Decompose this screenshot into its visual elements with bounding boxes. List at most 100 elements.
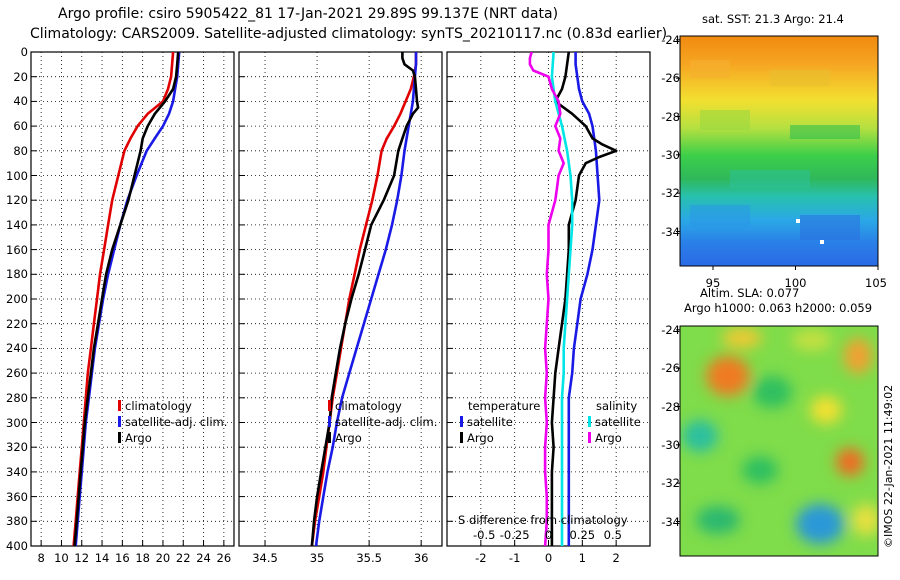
sst-lon-tick-label: 105 [865, 276, 887, 290]
x-tick-label: 14 [94, 551, 110, 565]
sst-lon-tick-label: 95 [705, 276, 721, 290]
x-top-tick-label: -0.5 [472, 528, 496, 542]
legend-label: Argo [467, 431, 494, 445]
depth-tick-label: 100 [6, 168, 28, 183]
legend-argo: Argo [118, 431, 152, 445]
series-line-argo [310, 52, 420, 546]
legend-climatology: climatology [328, 399, 402, 413]
depth-tick-label: 40 [13, 94, 28, 109]
sst-map [680, 36, 878, 266]
legend-label: satellite [467, 415, 513, 429]
depth-tick-label: 260 [6, 366, 28, 381]
legend-label: Argo [335, 431, 362, 445]
x-top-tick-label: 0 [544, 528, 553, 542]
depth-tick-label: 360 [6, 489, 28, 504]
series-line-salinity-argo [528, 52, 566, 546]
depth-tick-label: 0 [20, 45, 28, 59]
header-title-line2: Climatology: CARS2009. Satellite-adjuste… [30, 26, 668, 42]
sst-lon-tick-label: 100 [784, 276, 807, 290]
depth-tick-label: 280 [6, 390, 28, 405]
legend-salinity-title: salinity [596, 399, 638, 413]
sst-map-texture [690, 60, 860, 240]
grid-layer [31, 51, 650, 547]
legend-label: satellite-adj. clim. [125, 415, 228, 429]
depth-tick-label: 80 [13, 143, 28, 158]
legend-satellite-adj: satellite-adj. clim. [118, 415, 227, 429]
x-tick-label: 22 [175, 551, 191, 565]
tick-layer [31, 39, 879, 547]
legend-temp-argo: Argo [460, 431, 494, 445]
depth-tick-label: 240 [6, 341, 28, 356]
difference-profile-lines [528, 52, 618, 546]
x-tick-label: 0 [544, 551, 553, 565]
legend-label: climatology [125, 399, 192, 413]
legend-label: Argo [125, 431, 152, 445]
sla-map-title-line2: Argo h1000: 0.063 h2000: 0.059 [684, 301, 873, 315]
depth-tick-label: 200 [6, 292, 28, 306]
x-top-tick-label: -0.25 [499, 528, 530, 542]
depth-tick-label: 300 [6, 415, 28, 430]
series-line-argo [73, 52, 180, 546]
x-tick-label: 1 [578, 551, 586, 565]
series-line-salinity-satellite [550, 52, 574, 546]
x-tick-label: 35.5 [356, 551, 382, 565]
sst-lat-tick-label: -32 [661, 186, 680, 201]
sla-lat-tick-label: -34 [661, 514, 680, 529]
sst-map-frame [679, 35, 879, 267]
x-top-tick-label: 0.5 [603, 528, 622, 542]
x-tick-label: 12 [74, 551, 90, 565]
x-tick-label: 18 [135, 551, 150, 565]
legend-sal-argo: Argo [588, 431, 622, 445]
legend-label: satellite-adj. clim. [335, 415, 438, 429]
depth-tick-label: 220 [6, 316, 28, 331]
sla-map [680, 326, 878, 556]
depth-tick-label: 340 [6, 464, 28, 479]
depth-tick-label: 140 [6, 217, 28, 232]
sst-map-title: sat. SST: 21.3 Argo: 21.4 [702, 12, 844, 26]
legend-satellite-adj: satellite-adj. clim. [328, 415, 437, 429]
difference-top-axis-label: S difference from climatology [458, 513, 628, 527]
legend-climatology: climatology [118, 399, 192, 413]
x-tick-label: 20 [155, 551, 171, 565]
sst-lat-tick-label: -34 [661, 224, 680, 239]
sla-map-frame [679, 325, 879, 557]
x-tick-label: 8 [37, 551, 45, 565]
legend-temperature-title: temperature [468, 399, 541, 413]
depth-tick-label: 160 [6, 242, 28, 257]
x-tick-label: 26 [216, 551, 232, 565]
sla-lat-tick-label: -28 [661, 399, 680, 414]
sst-lat-tick-label: -30 [661, 147, 680, 162]
depth-tick-label: 400 [6, 539, 28, 553]
sst-lat-tick-label: -24 [661, 32, 680, 47]
x-tick-label: 35 [309, 551, 325, 565]
sst-argo-marker [796, 219, 800, 223]
x-tick-label: -1 [508, 551, 521, 565]
x-top-tick-label: 0.25 [569, 528, 596, 542]
series-line-temperature-satellite [567, 52, 601, 546]
sst-argo-marker [820, 240, 824, 244]
series-line-satellite-adj-clim- [314, 52, 418, 546]
legend-temp-satellite: satellite [460, 415, 513, 429]
depth-tick-label: 320 [6, 440, 28, 455]
legend-label: climatology [335, 399, 402, 413]
x-tick-label: 16 [115, 551, 130, 565]
legend-label: Argo [595, 431, 622, 445]
legend-sal-satellite: satellite [588, 415, 641, 429]
sla-map-title-line1: Altim. SLA: 0.077 [700, 286, 800, 300]
legend-argo: Argo [328, 431, 362, 445]
sla-lat-tick-label: -30 [661, 437, 680, 452]
sla-lat-tick-label: -24 [661, 322, 680, 337]
x-tick-label: 10 [54, 551, 69, 565]
temperature-profile-lines [72, 52, 181, 546]
x-tick-label: 36 [413, 551, 429, 565]
sla-map-texture [682, 328, 878, 544]
x-tick-label: 34.5 [252, 551, 278, 565]
depth-tick-label: 380 [6, 514, 28, 529]
depth-tick-label: 60 [13, 119, 28, 134]
legend-label: satellite [595, 415, 641, 429]
salinity-profile-lines [310, 52, 420, 546]
sla-lat-tick-label: -32 [661, 476, 680, 491]
depth-tick-label: 120 [6, 193, 28, 208]
x-tick-label: -2 [475, 551, 487, 565]
